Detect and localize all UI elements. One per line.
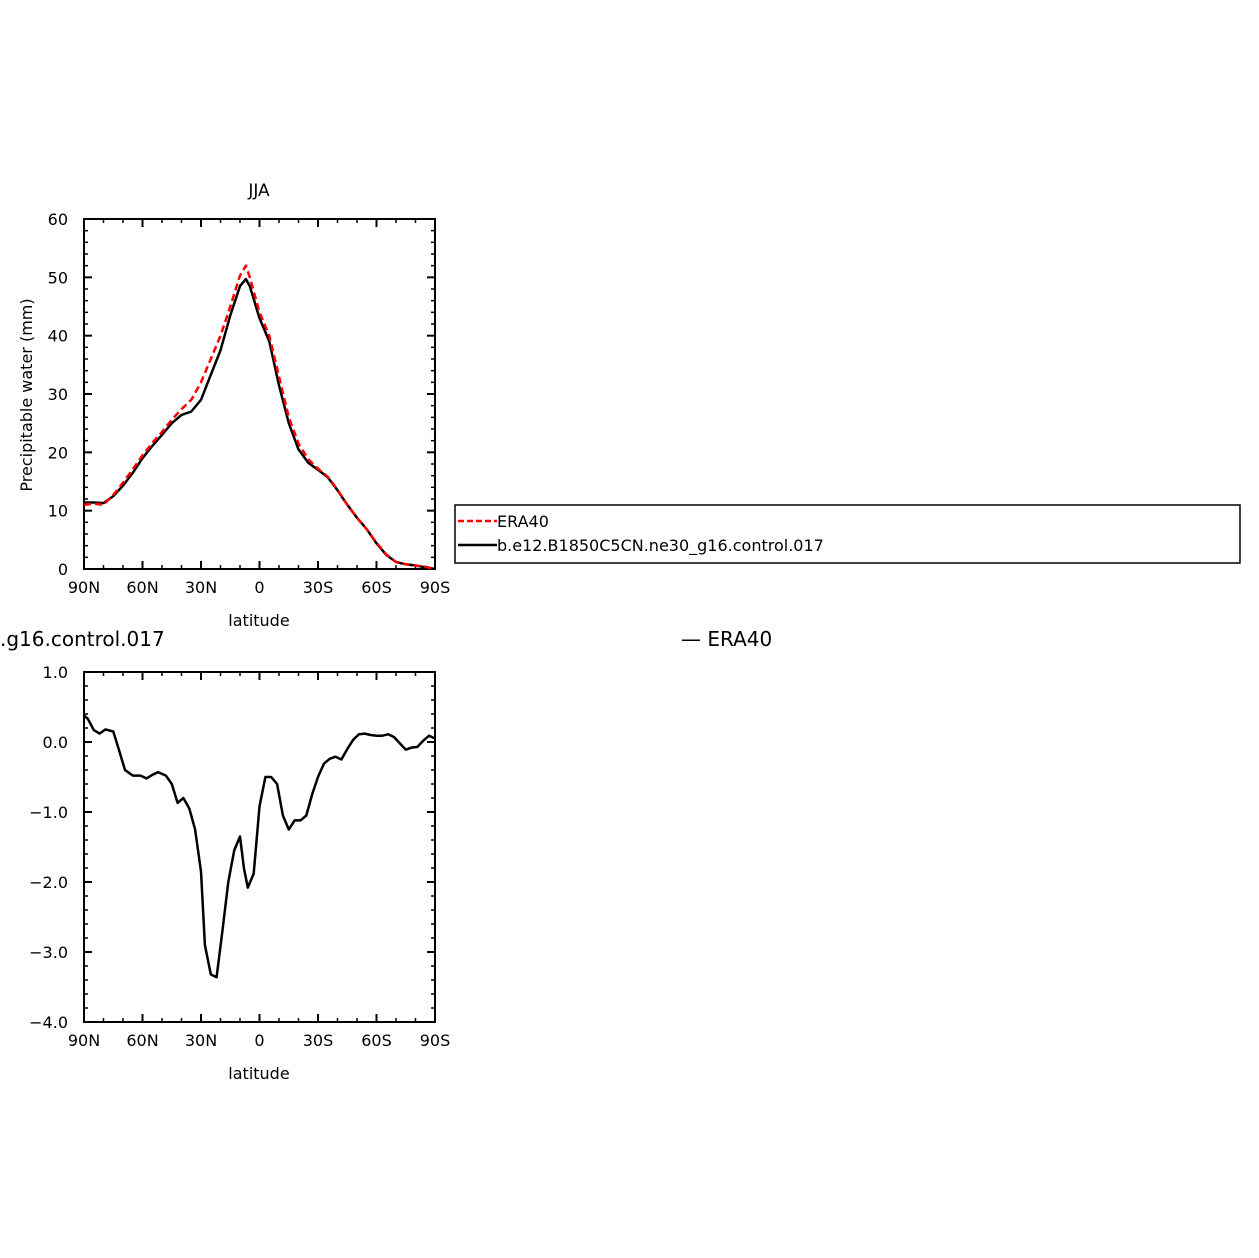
bottom-x-tick-label: 90N — [68, 1031, 100, 1050]
bottom-y-tick-label: 0.0 — [43, 733, 68, 752]
clipped-center-label: — ERA40 — [681, 627, 772, 651]
legend-label-model: b.e12.B1850C5CN.ne30_g16.control.017 — [497, 536, 824, 556]
top-x-tick-label: 90N — [68, 578, 100, 597]
bottom-x-tick-label: 30N — [185, 1031, 217, 1050]
legend: ERA40 b.e12.B1850C5CN.ne30_g16.control.0… — [454, 504, 1241, 564]
top-y-tick-label: 10 — [48, 502, 68, 521]
bottom-y-tick-label: −4.0 — [29, 1013, 68, 1032]
bottom-x-tick-label: 30S — [303, 1031, 334, 1050]
top-x-tick-label: 30S — [303, 578, 334, 597]
bottom-y-tick-label: −2.0 — [29, 873, 68, 892]
bottom-panel: 90N 60N 30N 0 30S 60S 90S −4.0 −3.0 −2.0 −1.0 0.0 1.… — [0, 663, 450, 1083]
top-x-axis-label: latitude — [228, 611, 289, 630]
top-y-tick-label: 40 — [48, 327, 68, 346]
top-panel: JJA 90N 60N 30N 0 30S 60S 90S 0 10 20 30 40 50 60 lat… — [17, 181, 450, 630]
top-x-tick-label: 60S — [361, 578, 392, 597]
top-x-tick-label: 60N — [126, 578, 158, 597]
bottom-y-tick-label: 1.0 — [43, 663, 68, 682]
top-y-tick-label: 0 — [58, 560, 68, 579]
top-x-tick-label: 0 — [254, 578, 264, 597]
bottom-y-tick-label: −3.0 — [29, 943, 68, 962]
top-y-tick-label: 50 — [48, 268, 68, 287]
top-series-line-1 — [83, 264, 436, 571]
top-series-line-0 — [84, 277, 436, 571]
bottom-plot-frame — [83, 671, 436, 1023]
legend-label-era40: ERA40 — [497, 512, 549, 531]
bottom-x-axis-label: latitude — [228, 1064, 289, 1083]
top-y-tick-label: 30 — [48, 385, 68, 404]
bottom-y-tick-label: −1.0 — [29, 803, 68, 822]
top-plot-area: 90N 60N 30N 0 30S 60S 90S 0 10 20 30 40 50 60 — [48, 210, 451, 597]
bottom-series-line-0 — [83, 714, 436, 979]
bottom-y-axis-label-clip: Precipitable water (mm) — [0, 749, 18, 942]
clipped-left-label: .g16.control.017 — [0, 627, 165, 651]
top-x-tick-label: 90S — [420, 578, 451, 597]
bottom-x-tick-label: 60N — [126, 1031, 158, 1050]
bottom-x-tick-label: 90S — [420, 1031, 451, 1050]
top-y-axis-label: Precipitable water (mm) — [17, 298, 36, 491]
chart-title: JJA — [247, 181, 270, 201]
legend-box — [454, 504, 1241, 564]
bottom-plot-area: 90N 60N 30N 0 30S 60S 90S −4.0 −3.0 −2.0 −1.0 0.0 1.… — [29, 663, 450, 1050]
top-y-tick-label: 60 — [48, 210, 68, 229]
bottom-x-tick-label: 60S — [361, 1031, 392, 1050]
top-x-tick-label: 30N — [185, 578, 217, 597]
top-plot-frame — [83, 218, 436, 570]
bottom-y-axis-label: Precipitable water (mm) — [0, 749, 18, 942]
top-y-tick-label: 20 — [48, 443, 68, 462]
bottom-x-tick-label: 0 — [254, 1031, 264, 1050]
